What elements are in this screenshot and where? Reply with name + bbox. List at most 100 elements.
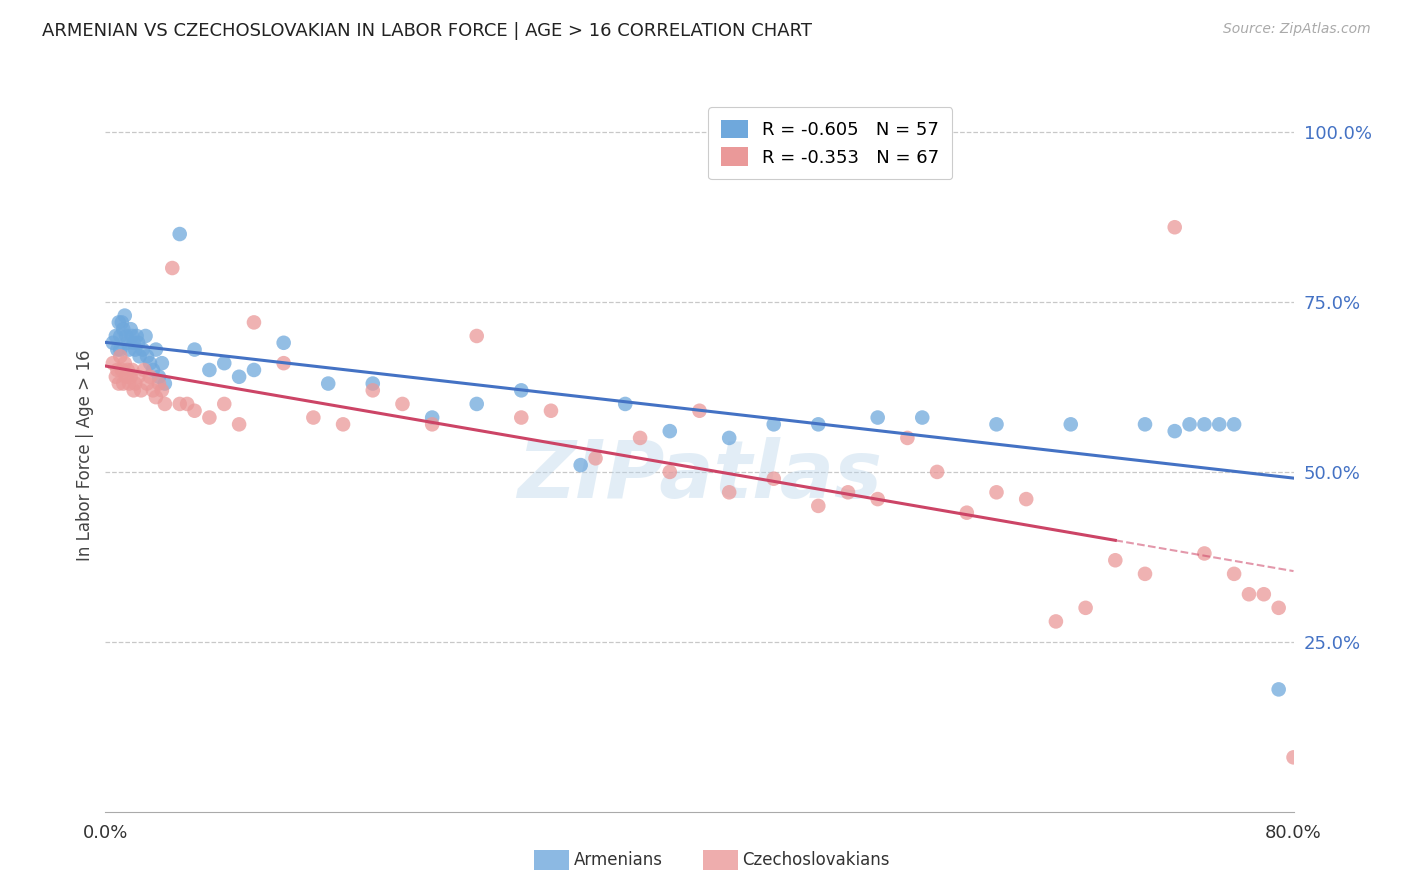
Point bbox=[108, 315, 131, 329]
Point bbox=[569, 458, 592, 472]
Point bbox=[540, 403, 562, 417]
Point bbox=[112, 376, 135, 391]
Point bbox=[131, 343, 153, 357]
Point bbox=[896, 431, 918, 445]
Point bbox=[110, 329, 132, 343]
Point bbox=[136, 350, 159, 364]
Point bbox=[1104, 553, 1126, 567]
Point bbox=[866, 410, 889, 425]
Point bbox=[169, 227, 191, 241]
Point bbox=[228, 369, 250, 384]
Point bbox=[105, 363, 128, 377]
Point bbox=[117, 335, 139, 350]
Point bbox=[1194, 417, 1216, 432]
Point bbox=[153, 397, 176, 411]
Point bbox=[585, 451, 607, 466]
Point bbox=[142, 384, 165, 398]
Point bbox=[145, 343, 167, 357]
Point bbox=[391, 397, 413, 411]
Point bbox=[111, 363, 134, 377]
Point bbox=[510, 384, 533, 398]
Point bbox=[1194, 546, 1216, 560]
Point bbox=[628, 431, 651, 445]
Point bbox=[104, 329, 127, 343]
Point bbox=[1074, 600, 1097, 615]
Point bbox=[139, 369, 162, 384]
Text: ZIPatlas: ZIPatlas bbox=[517, 437, 882, 516]
Point bbox=[114, 309, 136, 323]
Point bbox=[108, 376, 131, 391]
Point bbox=[911, 410, 934, 425]
Point bbox=[1223, 566, 1246, 581]
Point bbox=[105, 343, 128, 357]
Point bbox=[112, 322, 135, 336]
Point bbox=[837, 485, 859, 500]
Point bbox=[122, 335, 145, 350]
Point bbox=[273, 356, 295, 370]
Point bbox=[104, 369, 127, 384]
Point bbox=[1133, 417, 1156, 432]
Point bbox=[101, 335, 124, 350]
Point bbox=[956, 506, 979, 520]
Point bbox=[332, 417, 354, 432]
Point bbox=[361, 376, 384, 391]
Point bbox=[465, 397, 488, 411]
Point bbox=[150, 384, 173, 398]
Point bbox=[1045, 615, 1067, 629]
Point bbox=[124, 343, 146, 357]
Point bbox=[1060, 417, 1083, 432]
Point bbox=[110, 343, 132, 357]
Point bbox=[101, 356, 124, 370]
Point bbox=[762, 472, 785, 486]
Point bbox=[124, 376, 146, 391]
Point bbox=[243, 315, 266, 329]
Point bbox=[228, 417, 250, 432]
Point bbox=[142, 363, 165, 377]
Point bbox=[120, 369, 142, 384]
Point bbox=[1267, 682, 1289, 697]
Point bbox=[718, 485, 741, 500]
Point bbox=[273, 335, 295, 350]
Point bbox=[689, 403, 711, 417]
Point bbox=[145, 390, 167, 404]
Point bbox=[183, 403, 205, 417]
Point bbox=[1164, 220, 1187, 235]
Point bbox=[1253, 587, 1275, 601]
Point bbox=[986, 417, 1008, 432]
Point bbox=[139, 356, 162, 370]
Point bbox=[1015, 492, 1038, 507]
Point bbox=[114, 356, 136, 370]
Legend: R = -0.605   N = 57, R = -0.353   N = 67: R = -0.605 N = 57, R = -0.353 N = 67 bbox=[709, 107, 952, 179]
Text: Armenians: Armenians bbox=[574, 851, 662, 869]
Point bbox=[718, 431, 741, 445]
Y-axis label: In Labor Force | Age > 16: In Labor Force | Age > 16 bbox=[76, 349, 94, 561]
Point bbox=[361, 384, 384, 398]
Point bbox=[658, 465, 681, 479]
Point bbox=[420, 417, 443, 432]
Point bbox=[115, 369, 138, 384]
Point bbox=[129, 384, 152, 398]
Point bbox=[118, 376, 141, 391]
Point bbox=[762, 417, 785, 432]
Point bbox=[658, 424, 681, 438]
Point bbox=[117, 363, 139, 377]
Text: ARMENIAN VS CZECHOSLOVAKIAN IN LABOR FORCE | AGE > 16 CORRELATION CHART: ARMENIAN VS CZECHOSLOVAKIAN IN LABOR FOR… bbox=[42, 22, 813, 40]
Point bbox=[214, 397, 236, 411]
Point bbox=[420, 410, 443, 425]
Point bbox=[807, 417, 830, 432]
Point bbox=[128, 350, 150, 364]
Point bbox=[316, 376, 339, 391]
Point bbox=[214, 356, 236, 370]
Point bbox=[127, 335, 149, 350]
Point bbox=[135, 329, 157, 343]
Point bbox=[148, 369, 170, 384]
Point bbox=[162, 260, 184, 275]
Point bbox=[176, 397, 198, 411]
Point bbox=[1237, 587, 1260, 601]
Point bbox=[1267, 600, 1289, 615]
Point bbox=[132, 363, 155, 377]
Point bbox=[121, 363, 143, 377]
Point bbox=[148, 376, 170, 391]
Point bbox=[121, 329, 143, 343]
Point bbox=[465, 329, 488, 343]
